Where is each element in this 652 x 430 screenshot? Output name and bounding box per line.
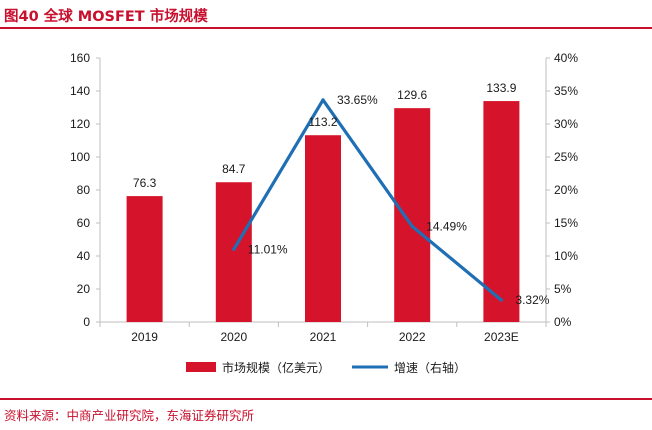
x-axis-tick-label: 2019 [131, 330, 158, 344]
legend-bar-label: 市场规模（亿美元） [222, 360, 330, 375]
bar-value-label: 133.9 [486, 81, 516, 95]
bar-value-label: 76.3 [133, 176, 157, 190]
bar-value-label: 113.2 [308, 115, 337, 129]
bar-2019 [126, 196, 163, 322]
bar-2021 [305, 135, 341, 322]
right-axis-tick-label: 15% [554, 216, 578, 230]
growth-point-2021 [321, 98, 325, 102]
x-axis-tick-label: 2022 [399, 330, 426, 344]
legend-bar-swatch [186, 362, 216, 372]
left-axis-tick-label: 40 [77, 249, 91, 263]
right-axis-tick-label: 30% [554, 117, 578, 131]
left-axis-tick-label: 120 [70, 117, 90, 131]
mosfet-market-chart: 0 20 40 60 80 100 120 140 160 0% 5% 10% 15% 20% 25% 30… [70, 51, 578, 375]
left-axis: 0 20 40 60 80 100 120 140 160 [70, 51, 101, 329]
bar-value-label: 129.6 [397, 88, 427, 102]
line-series [232, 98, 503, 302]
right-axis: 0% 5% 10% 15% 20% 25% 30% 35% 40% [545, 51, 578, 329]
left-axis-tick-label: 100 [70, 150, 90, 164]
right-axis-tick-label: 25% [554, 150, 578, 164]
left-axis-tick-label: 60 [77, 216, 91, 230]
figure-title: 图40 全球 MOSFET 市场规模 [4, 9, 208, 25]
legend-line-label: 增速（右轴） [394, 360, 466, 375]
right-axis-tick-label: 5% [554, 282, 572, 296]
growth-point-2023E [499, 298, 503, 302]
source-note: 资料来源：中商产业研究院，东海证券研究所 [4, 408, 255, 423]
x-axis-tick-label: 2021 [310, 330, 337, 344]
bar-value-label: 84.7 [222, 162, 246, 176]
left-axis-tick-label: 20 [77, 282, 91, 296]
bar-2022 [394, 108, 431, 322]
left-axis-tick-label: 160 [70, 51, 90, 65]
growth-line [232, 98, 503, 302]
growth-value-label: 33.65% [337, 93, 378, 107]
bar-2020 [215, 182, 252, 322]
growth-value-label: 3.32% [515, 293, 549, 307]
growth-value-label: 11.01% [248, 242, 288, 256]
right-axis-tick-label: 20% [554, 183, 578, 197]
growth-point-2022 [410, 224, 414, 228]
x-axis-tick-label: 2020 [220, 330, 247, 344]
growth-point-2020 [232, 247, 236, 251]
title-rule [0, 27, 652, 29]
bar-series [126, 101, 520, 322]
right-axis-tick-label: 10% [554, 249, 578, 263]
left-axis-tick-label: 80 [77, 183, 91, 197]
left-axis-tick-label: 140 [70, 84, 90, 98]
growth-value-label: 14.49% [426, 219, 467, 233]
figure-title-bar: 图40 全球 MOSFET 市场规模 [0, 0, 652, 30]
right-axis-tick-label: 40% [554, 51, 578, 65]
data-labels: 76.3 84.7 113.2 129.6 133.9 11.01% 33.65% 14.49… [133, 81, 550, 307]
legend: 市场规模（亿美元） 增速（右轴） [186, 360, 466, 375]
right-axis-tick-label: 0% [554, 315, 572, 329]
right-axis-tick-label: 35% [554, 84, 578, 98]
x-axis-tick-label: 2023E [484, 330, 519, 344]
left-axis-tick-label: 0 [83, 315, 90, 329]
bar-2023E [483, 101, 520, 322]
x-axis: 2019 2020 2021 2022 2023E [99, 321, 547, 344]
source-rule [0, 398, 652, 400]
